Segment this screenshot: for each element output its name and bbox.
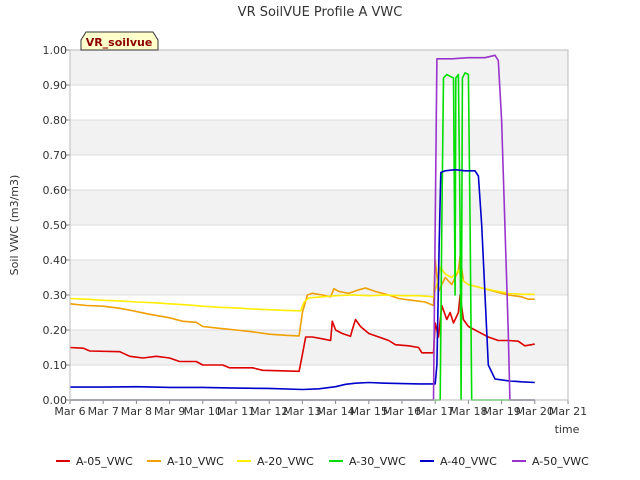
y-tick-label: 0.70	[43, 149, 68, 162]
site-badge: VR_soilvue	[80, 31, 159, 51]
chart-title: VR SoilVUE Profile A VWC	[238, 5, 403, 20]
x-tick-label: Mar 7	[88, 405, 119, 418]
grid-band	[70, 190, 568, 225]
x-tick-label: Mar 12	[250, 405, 288, 418]
x-tick-label: Mar 6	[54, 405, 85, 418]
y-tick-label: 0.00	[43, 394, 68, 407]
x-tick-label: Mar 10	[184, 405, 222, 418]
y-tick-label: 0.80	[43, 114, 68, 127]
legend: A-05_VWC A-10_VWC A-20_VWC A-30_VWC A-40_VWC…	[56, 455, 589, 468]
x-tick-label: Mar 16	[383, 405, 421, 418]
y-tick-label: 0.60	[43, 184, 68, 197]
y-tick-label: 0.90	[43, 79, 68, 92]
x-tick-label: Mar 8	[121, 405, 152, 418]
legend-item-A-50_VWC: A-50_VWC	[512, 455, 589, 468]
site-badge-label: VR_soilvue	[86, 36, 153, 49]
legend-item-A-30_VWC: A-30_VWC	[329, 455, 406, 468]
x-tick-label: Mar 15	[350, 405, 388, 418]
series-line-A-05_VWC	[69, 294, 535, 373]
grid-bands	[70, 50, 568, 365]
x-tick-label: Mar 20	[516, 405, 554, 418]
series-line-A-50_VWC	[70, 54, 535, 401]
x-axis-label: time	[555, 423, 580, 436]
grid-band	[70, 120, 568, 155]
y-axis-ticks: 0.00 0.10 0.20 0.30 0.40 0.50 0.60 0.70 0.80 0.90…	[43, 44, 70, 407]
legend-label: A-30_VWC	[349, 455, 406, 468]
legend-item-A-05_VWC: A-05_VWC	[56, 455, 133, 468]
legend-item-A-20_VWC: A-20_VWC	[237, 455, 314, 468]
y-tick-label: 0.30	[43, 289, 68, 302]
legend-label: A-05_VWC	[76, 455, 133, 468]
x-tick-label: Mar 18	[449, 405, 487, 418]
x-tick-label: Mar 9	[154, 405, 185, 418]
legend-label: A-40_VWC	[440, 455, 497, 468]
y-tick-label: 0.40	[43, 254, 68, 267]
grid-band	[70, 50, 568, 85]
legend-item-A-10_VWC: A-10_VWC	[147, 455, 224, 468]
y-tick-label: 0.10	[43, 359, 68, 372]
series-line-A-40_VWC	[70, 168, 535, 391]
legend-item-A-40_VWC: A-40_VWC	[420, 455, 497, 468]
legend-label: A-10_VWC	[167, 455, 224, 468]
grid-band	[70, 330, 568, 365]
series-line-A-20_VWC	[69, 266, 535, 312]
series-line-A-30_VWC	[70, 72, 535, 401]
plot-border	[69, 49, 569, 401]
x-tick-label: Mar 17	[416, 405, 454, 418]
y-tick-label: 1.00	[43, 44, 68, 57]
y-axis-label: Soil VWC (m3/m3)	[8, 175, 21, 276]
x-tick-label: Mar 21	[549, 405, 587, 418]
y-tick-label: 0.20	[43, 324, 68, 337]
x-tick-label: Mar 19	[482, 405, 520, 418]
legend-label: A-50_VWC	[532, 455, 589, 468]
y-tick-label: 0.50	[43, 219, 68, 232]
x-tick-label: Mar 14	[316, 405, 354, 418]
x-tick-label: Mar 13	[283, 405, 321, 418]
legend-label: A-20_VWC	[257, 455, 314, 468]
plot-series	[69, 54, 535, 401]
x-tick-label: Mar 11	[217, 405, 255, 418]
